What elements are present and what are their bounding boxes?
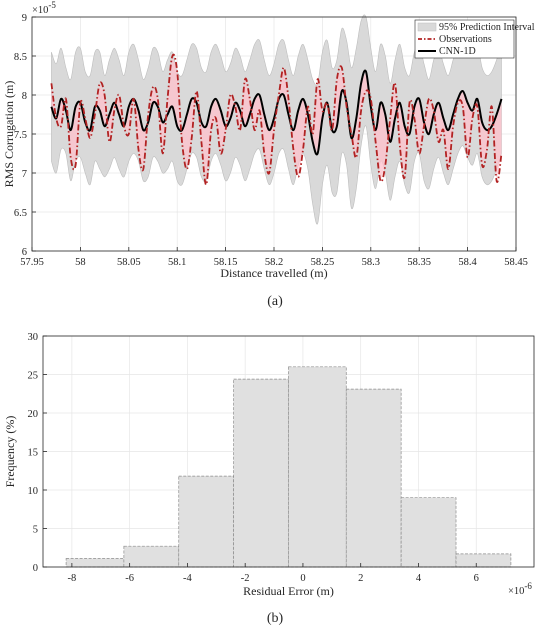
chart-b-x-ticks: -8 -6 -4 -2 0 2 4 6	[68, 563, 479, 584]
residual-segment-70	[390, 83, 395, 142]
chart-b-ytick-label-5: 25	[28, 371, 39, 382]
chart-b-xtick-label-1: -6	[125, 573, 134, 584]
chart-a-xtick-label-7: 58.3	[362, 257, 380, 268]
chart-b-ytick-label-2: 10	[28, 486, 39, 497]
chart-a-xtick-label-1: 58	[75, 257, 86, 268]
residual-segment-75	[414, 98, 420, 154]
chart-b-ytick-label-4: 20	[28, 409, 39, 420]
chart-a-x-ticks: 57.95 58 58.05 58.1 58.15 58.2 58.25 58.3 58.35 5…	[20, 247, 528, 268]
chart-a-ytick-label-6: 9	[22, 13, 27, 24]
chart-b-y-axis-label: Frequency (%)	[3, 416, 17, 488]
chart-b-ytick-label-0: 0	[33, 563, 38, 574]
chart-b: -8 -6 -4 -2 0 2 4 6 0 5 10 15 20 25 30 ×10-6 Residual…	[3, 332, 535, 626]
chart-b-bars	[65, 366, 512, 568]
residual-segment-40	[245, 79, 250, 127]
residual-segment-65	[366, 71, 371, 107]
histogram-bar-1	[123, 545, 180, 568]
residual-segment-76	[419, 98, 424, 154]
chart-b-xtick-label-6: 4	[416, 573, 422, 584]
residual-segment-10	[99, 83, 105, 127]
chart-b-ytick-label-1: 5	[33, 525, 38, 536]
residual-segment-55	[317, 79, 323, 154]
chart-a-y-ticks: 6 6.5 7 7.5 8 8.5 9	[14, 13, 36, 258]
legend-label-cnn-1d: CNN-1D	[439, 46, 476, 57]
residual-segment-34	[215, 98, 221, 154]
chart-b-x-axis-label: Residual Error (m)	[243, 584, 334, 598]
chart-a-ytick-label-3: 7.5	[14, 130, 27, 141]
residual-segment-35	[220, 110, 226, 154]
residual-segment-18	[138, 110, 144, 170]
chart-a-xtick-label-5: 58.2	[265, 257, 283, 268]
histogram-bar-4	[288, 366, 347, 568]
caption-a: (a)	[267, 294, 283, 309]
chart-b-x-exponent: ×10-6	[508, 581, 532, 597]
chart-a-y-axis-label: RMS Corrugation (m)	[2, 81, 16, 188]
chart-a-ytick-label-2: 7	[22, 169, 27, 180]
chart-a-ytick-label-5: 8.5	[14, 52, 27, 63]
residual-segment-86	[467, 102, 473, 158]
histogram-bar-5	[345, 388, 402, 568]
residual-segment-28	[186, 98, 192, 170]
chart-a-xtick-label-8: 58.35	[407, 257, 431, 268]
residual-segment-68	[380, 102, 386, 181]
legend-label-interval: 95% Prediction Interval	[439, 22, 535, 33]
residual-segment-89	[482, 122, 487, 166]
residual-segment-48	[283, 67, 289, 115]
residual-segment-51	[298, 98, 303, 177]
residual-segment-42	[254, 95, 260, 131]
chart-a-ytick-label-4: 8	[22, 91, 27, 102]
caption-b: (b)	[267, 611, 284, 626]
residual-segment-73	[404, 102, 410, 177]
chart-b-ytick-label-3: 15	[28, 448, 39, 459]
chart-a-ytick-label-0: 6	[22, 247, 27, 258]
chart-b-xtick-label-7: 6	[474, 573, 479, 584]
chart-a: 57.95 58 58.05 58.1 58.15 58.2 58.25 58.3 58.35 5…	[2, 0, 535, 309]
chart-a-xtick-label-3: 58.1	[168, 257, 186, 268]
histogram-bar-0	[65, 558, 125, 568]
chart-b-ytick-label-6: 30	[28, 332, 39, 343]
residual-segment-29	[191, 91, 197, 138]
legend-label-observations: Observations	[439, 34, 492, 45]
chart-a-y-exponent: ×10-5	[32, 0, 56, 16]
legend-swatch-interval	[417, 22, 437, 32]
chart-b-y-ticks: 0 5 10 15 20 25 30	[28, 332, 47, 574]
residual-segment-63	[356, 83, 362, 158]
chart-a-legend: 95% Prediction Interval Observations CNN…	[414, 19, 535, 59]
chart-a-xtick-label-6: 58.25	[311, 257, 335, 268]
chart-b-xtick-label-4: 0	[300, 573, 305, 584]
histogram-bar-3	[233, 378, 289, 568]
chart-a-xtick-label-0: 57.95	[20, 257, 44, 268]
chart-a-xtick-label-10: 58.45	[504, 257, 528, 268]
residual-segment-92	[496, 98, 502, 181]
chart-b-xtick-label-2: -4	[183, 573, 192, 584]
chart-b-xtick-label-3: -2	[241, 573, 250, 584]
histogram-bar-6	[400, 497, 457, 568]
histogram-bar-7	[455, 553, 512, 568]
chart-a-xtick-label-4: 58.15	[214, 257, 238, 268]
chart-a-x-axis-label: Distance travelled (m)	[220, 266, 327, 280]
residual-segment-67	[375, 102, 381, 181]
residual-segment-71	[395, 83, 400, 146]
residual-segment-24	[167, 56, 173, 115]
residual-segment-32	[206, 106, 212, 185]
histogram-bar-2	[178, 475, 234, 568]
chart-a-ytick-label-1: 6.5	[14, 208, 27, 219]
residual-segment-39	[240, 79, 245, 131]
observations-line	[50, 53, 503, 186]
chart-a-xtick-label-2: 58.05	[117, 257, 141, 268]
residual-segment-4	[70, 106, 76, 166]
residual-segment-11	[104, 95, 110, 142]
chart-b-xtick-label-0: -8	[68, 573, 77, 584]
chart-a-xtick-label-9: 58.4	[458, 257, 477, 268]
chart-b-xtick-label-5: 2	[358, 573, 363, 584]
residual-segment-31	[201, 122, 207, 185]
